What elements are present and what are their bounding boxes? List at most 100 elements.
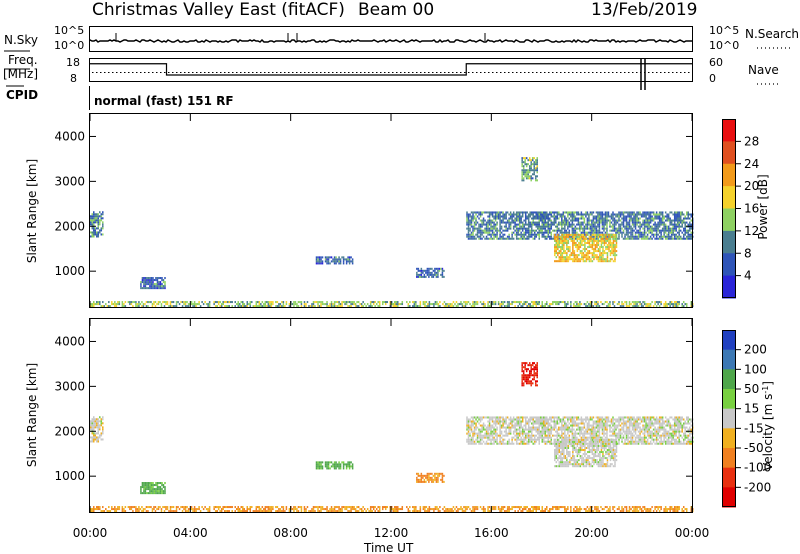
power-cell xyxy=(645,215,647,218)
power-cell xyxy=(517,301,519,304)
power-cell xyxy=(600,211,602,214)
velocity-cell xyxy=(238,508,241,511)
power-cell xyxy=(415,303,417,306)
power-cell xyxy=(648,231,650,234)
velocity-cell xyxy=(300,506,303,509)
velocity-cell xyxy=(543,418,545,421)
velocity-cell xyxy=(514,506,516,509)
velocity-cell xyxy=(509,432,512,435)
velocity-cell xyxy=(497,422,500,425)
power-cell xyxy=(493,237,495,240)
power-cell xyxy=(392,303,395,306)
velocity-cell xyxy=(482,428,485,431)
power-cell xyxy=(315,260,318,263)
power-cell xyxy=(581,254,583,257)
power-cell xyxy=(642,305,644,308)
power-cell xyxy=(153,285,156,288)
velocity-cell xyxy=(582,434,584,437)
power-cell xyxy=(578,237,580,240)
power-cell xyxy=(518,215,521,218)
power-cell xyxy=(220,305,223,308)
power-cell xyxy=(640,231,643,234)
power-cell xyxy=(503,237,506,240)
power-cell xyxy=(585,237,588,240)
power-cell xyxy=(524,175,526,178)
power-cell xyxy=(687,235,689,238)
power-cell xyxy=(535,217,537,220)
velocity-cell xyxy=(437,508,440,511)
power-cell xyxy=(606,252,609,255)
power-cell xyxy=(155,283,157,286)
velocity-cell xyxy=(585,418,587,421)
velocity-cell xyxy=(547,510,550,513)
power-cell xyxy=(605,239,607,242)
power-cell xyxy=(494,223,497,226)
power-cell xyxy=(591,254,594,257)
power-cell xyxy=(530,211,533,214)
power-cell xyxy=(589,229,592,232)
velocity-cell xyxy=(595,420,598,423)
power-cell xyxy=(563,256,565,259)
power-cell xyxy=(578,235,580,238)
power-cell xyxy=(536,217,539,220)
velocity-cell xyxy=(558,422,560,425)
power-cell xyxy=(509,227,512,230)
power-cell xyxy=(559,215,562,218)
velocity-cell xyxy=(543,430,545,433)
power-cell xyxy=(422,301,425,304)
power-cell xyxy=(443,269,445,272)
velocity-cell xyxy=(512,436,515,439)
power-cell xyxy=(549,223,551,226)
velocity-cell xyxy=(472,418,474,421)
power-cell xyxy=(670,221,673,224)
velocity-cell xyxy=(246,506,249,509)
power-cell xyxy=(515,301,518,304)
power-cell xyxy=(473,305,476,308)
power-cell xyxy=(529,223,531,226)
power-cell xyxy=(368,305,370,308)
power-cell xyxy=(606,248,609,251)
power-cell xyxy=(652,223,655,226)
velocity-cell xyxy=(524,508,527,511)
power-cell xyxy=(535,235,537,238)
power-cell xyxy=(108,305,110,308)
power-cell xyxy=(555,225,557,228)
power-cell xyxy=(397,301,399,304)
power-colorbar-swatch xyxy=(722,230,736,254)
power-cell xyxy=(234,301,236,304)
power-cell xyxy=(463,301,465,304)
velocity-cell xyxy=(606,428,608,431)
velocity-cell xyxy=(369,506,372,509)
power-cell xyxy=(324,258,327,261)
power-cell xyxy=(267,301,270,304)
power-cell xyxy=(555,260,558,263)
power-cell xyxy=(618,223,620,226)
velocity-cell xyxy=(91,418,94,421)
power-cell xyxy=(524,303,527,306)
power-cell xyxy=(535,301,537,304)
velocity-cell xyxy=(553,424,556,427)
velocity-cell xyxy=(570,508,572,511)
power-cell xyxy=(634,237,637,240)
power-cell xyxy=(502,211,504,214)
velocity-cell xyxy=(527,434,530,437)
power-cell xyxy=(138,301,140,304)
velocity-cell xyxy=(482,506,485,509)
power-cell xyxy=(419,269,421,272)
velocity-cell xyxy=(637,510,640,513)
power-cell xyxy=(466,215,468,218)
velocity-cell xyxy=(604,424,607,427)
power-cell xyxy=(675,229,677,232)
power-cell xyxy=(602,258,604,261)
power-cell xyxy=(476,303,479,306)
power-cell xyxy=(524,171,526,174)
power-cell xyxy=(563,246,565,249)
cpid-value: normal (fast) 151 RF xyxy=(94,94,234,108)
power-cell xyxy=(496,223,498,226)
power-cell xyxy=(616,231,619,234)
power-cell xyxy=(183,301,185,304)
power-cell xyxy=(106,305,109,308)
power-cell xyxy=(648,219,650,222)
velocity-cell xyxy=(96,424,98,427)
velocity-cell xyxy=(133,506,136,509)
